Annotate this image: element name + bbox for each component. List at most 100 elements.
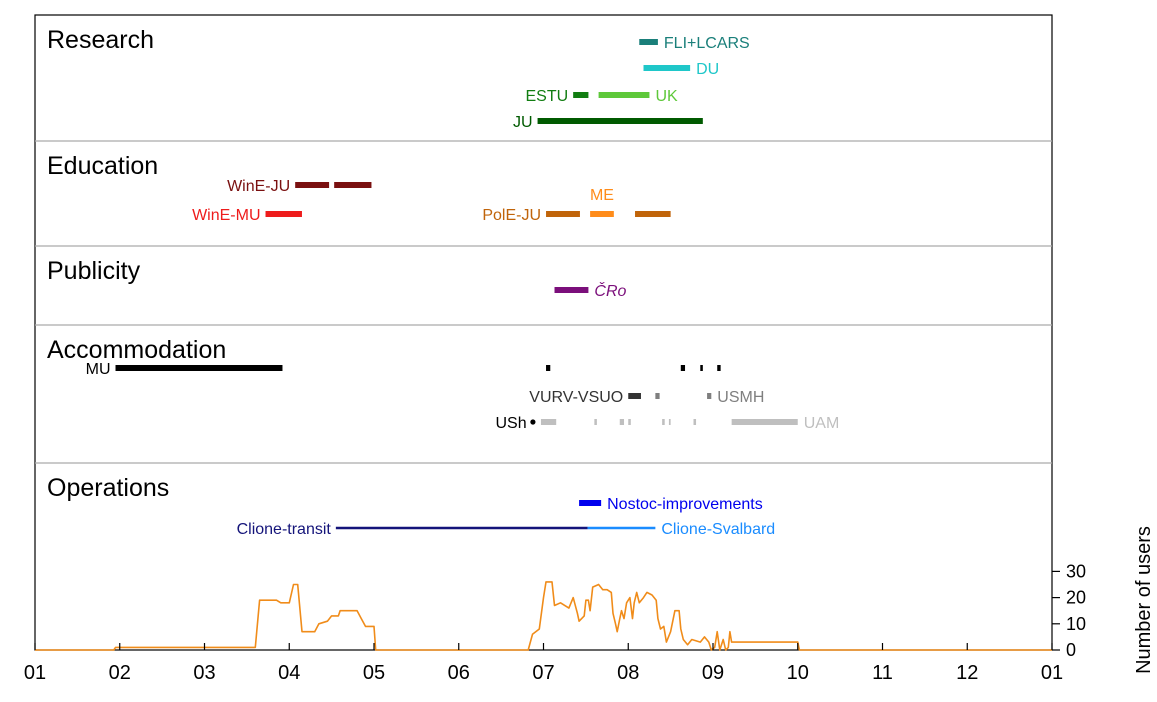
panel-title: Research [47, 26, 154, 54]
bar-segment [731, 419, 798, 425]
x-tick-label: 05 [363, 662, 385, 684]
bar-segment [693, 419, 697, 425]
bar-label: FLI+LCARS [664, 35, 750, 52]
panels: Research FLI+LCARS DU ESTU UK JU Education WinE… [47, 26, 839, 538]
x-tick-label: 12 [956, 662, 978, 684]
bar-label: ME [590, 187, 614, 204]
bar-segment [335, 526, 588, 530]
x-tick-label: 11 [872, 662, 893, 684]
bar-segment [717, 365, 721, 371]
bar-uk: UK [598, 88, 678, 105]
bar-segment [639, 39, 658, 45]
y-tick-label: 0 [1066, 640, 1076, 660]
bar-segment [334, 182, 372, 188]
bar-segment [546, 365, 551, 371]
bar-segment [573, 92, 589, 98]
bar-label: USh [496, 415, 527, 432]
bar-label: PolE-JU [482, 207, 541, 224]
bar-segment [628, 419, 631, 425]
bar-segment [554, 287, 589, 293]
panel-title: Education [47, 152, 158, 180]
bar-label: ESTU [525, 88, 568, 105]
x-tick-label: 04 [278, 662, 300, 684]
bar-ju: JU [513, 114, 703, 131]
bar-label: MU [86, 361, 111, 378]
bar-dot [530, 419, 536, 425]
bar-segment [668, 419, 671, 425]
y-tick-label: 20 [1066, 588, 1086, 608]
x-tick-label: 01 [24, 662, 46, 684]
bar-segment [707, 393, 712, 399]
panel-publicity: Publicity ČRo [47, 257, 627, 300]
bar-du: DU [643, 61, 719, 78]
panel-research: Research FLI+LCARS DU ESTU UK JU [47, 26, 750, 131]
bar-label: VURV-VSUO [529, 389, 623, 406]
bar-segment [295, 182, 330, 188]
x-tick-label: 10 [787, 662, 809, 684]
x-tick-label: 07 [532, 662, 554, 684]
y-axis: 0 10 20 30 Number of users [1052, 526, 1155, 674]
bar-nostoc-improvements: Nostoc-improvements [579, 496, 763, 513]
bar-unlabeled [655, 393, 660, 399]
bar-segment [598, 92, 650, 98]
bar-segment [587, 526, 656, 530]
bar-segment [537, 118, 703, 124]
bar-label: USMH [717, 389, 764, 406]
bar-ro: ČRo [554, 281, 627, 300]
bar-pole-ju: PolE-JU [482, 207, 671, 224]
bar-segment [635, 211, 671, 217]
bar-fli-lcars: FLI+LCARS [639, 35, 750, 52]
bar-segment [619, 419, 625, 425]
bar-segment [700, 365, 703, 371]
bar-ush: USh [496, 415, 536, 432]
bar-wine-ju: WinE-JU [227, 178, 372, 195]
bar-segment [540, 419, 557, 425]
bar-label: WinE-MU [192, 207, 260, 224]
bar-clione-transit: Clione-transit [237, 521, 588, 538]
bar-usmh: USMH [707, 389, 764, 406]
y-axis-label: Number of users [1133, 526, 1155, 674]
bar-segment [546, 211, 580, 217]
bar-label: UK [655, 88, 678, 105]
bar-wine-mu: WinE-MU [192, 207, 302, 224]
panel-title: Publicity [47, 257, 141, 285]
bar-segment [115, 365, 283, 371]
bar-segment [628, 393, 641, 399]
bar-uam: UAM [540, 415, 840, 432]
bar-segment [655, 393, 660, 399]
bar-label: DU [696, 61, 719, 78]
panel-title: Operations [47, 474, 169, 502]
panel-education: Education WinE-JU WinE-MU PolE-JU ME [47, 152, 671, 224]
bar-me: ME [590, 187, 614, 217]
bar-segment [643, 65, 691, 71]
x-tick-label: 08 [617, 662, 639, 684]
bar-segment [662, 419, 665, 425]
x-tick-label: 02 [109, 662, 131, 684]
bar-label: Clione-Svalbard [661, 521, 775, 538]
bar-segment [680, 365, 686, 371]
panel-operations: Operations Nostoc-improvements Clione-tran… [47, 474, 775, 538]
bar-vurv-vsuo: VURV-VSUO [529, 389, 641, 406]
bar-segment [579, 500, 602, 506]
bar-segment [265, 211, 302, 217]
plot-frame [34, 14, 1053, 651]
x-tick-label: 09 [702, 662, 724, 684]
bar-label: WinE-JU [227, 178, 290, 195]
bar-clione-svalbard: Clione-Svalbard [587, 521, 775, 538]
bar-label: Nostoc-improvements [607, 496, 763, 513]
y-tick-label: 30 [1066, 561, 1086, 581]
y-tick-label: 10 [1066, 614, 1086, 634]
x-tick-label: 06 [448, 662, 470, 684]
users-line [35, 581, 1052, 651]
bar-segment [590, 211, 614, 217]
x-tick-label: 01 [1041, 662, 1063, 684]
bar-segment [594, 419, 597, 425]
bar-label: Clione-transit [237, 521, 332, 538]
x-tick-label: 03 [193, 662, 215, 684]
bar-label: UAM [804, 415, 840, 432]
panel-title: Accommodation [47, 336, 226, 364]
users-series [35, 581, 1052, 651]
bar-label: ČRo [594, 281, 626, 300]
